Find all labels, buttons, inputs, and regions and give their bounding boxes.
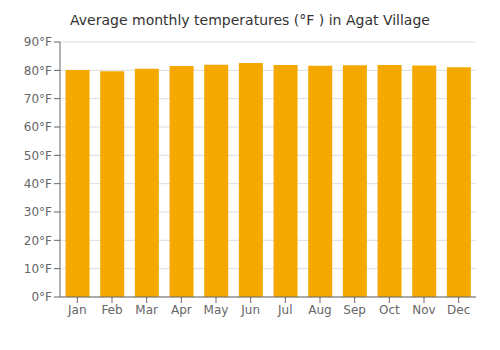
svg-text:90°F: 90°F xyxy=(24,35,52,49)
svg-text:0°F: 0°F xyxy=(31,290,52,304)
svg-text:Apr: Apr xyxy=(171,303,192,317)
svg-text:Nov: Nov xyxy=(412,303,435,317)
svg-text:Jul: Jul xyxy=(277,303,292,317)
svg-text:Aug: Aug xyxy=(308,303,331,317)
svg-text:30°F: 30°F xyxy=(24,205,52,219)
html-text:Average monthly temperatures (: Average monthly temperatures (°F ) in Ag… xyxy=(70,12,430,28)
svg-text:Jun: Jun xyxy=(240,303,260,317)
svg-text:Sep: Sep xyxy=(343,303,366,317)
svg-text:60°F: 60°F xyxy=(24,120,52,134)
svg-text:Jan: Jan xyxy=(67,303,87,317)
svg-text:70°F: 70°F xyxy=(24,92,52,106)
svg-text:Oct: Oct xyxy=(379,303,400,317)
svg-text:50°F: 50°F xyxy=(24,149,52,163)
svg-text:80°F: 80°F xyxy=(24,64,52,78)
svg-text:Mar: Mar xyxy=(135,303,158,317)
svg-text:Dec: Dec xyxy=(447,303,470,317)
svg-text:10°F: 10°F xyxy=(24,262,52,276)
svg-text:20°F: 20°F xyxy=(24,234,52,248)
svg-text:May: May xyxy=(204,303,229,317)
svg-text:Feb: Feb xyxy=(101,303,122,317)
svg-text:40°F: 40°F xyxy=(24,177,52,191)
